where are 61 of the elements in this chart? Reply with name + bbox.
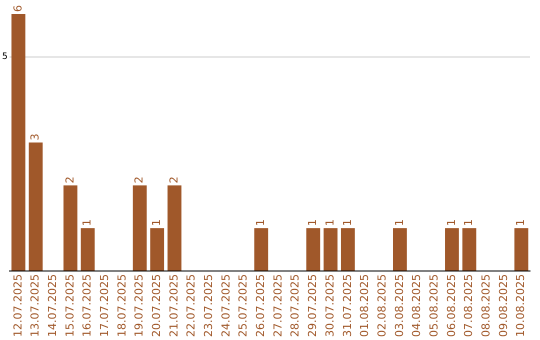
data-label: 1 bbox=[80, 219, 94, 226]
x-tick-label: 14.07.2025 bbox=[46, 274, 59, 338]
x-tick-label: 12.07.2025 bbox=[11, 274, 24, 338]
data-label: 1 bbox=[462, 219, 476, 226]
x-tick-label: 22.07.2025 bbox=[184, 274, 198, 338]
x-tick-label: 02.08.2025 bbox=[375, 274, 388, 338]
x-tick-label: 04.08.2025 bbox=[410, 274, 424, 338]
x-tick-label: 19.07.2025 bbox=[132, 274, 146, 338]
x-tick-label: 27.07.2025 bbox=[271, 274, 284, 338]
data-label: 1 bbox=[306, 219, 320, 226]
bar bbox=[132, 185, 147, 271]
x-tick-label: 17.07.2025 bbox=[98, 274, 111, 338]
x-tick-label: 20.07.2025 bbox=[150, 274, 163, 338]
data-label: 3 bbox=[28, 134, 42, 141]
x-tick-label: 28.07.2025 bbox=[288, 274, 302, 338]
x-tick-label: 05.08.2025 bbox=[427, 274, 440, 338]
bar bbox=[63, 185, 78, 271]
bar bbox=[445, 228, 459, 271]
x-tick-label: 13.07.2025 bbox=[28, 274, 42, 338]
data-label: 1 bbox=[392, 219, 406, 226]
x-tick-label: 09.08.2025 bbox=[496, 274, 510, 338]
x-tick-label: 07.08.2025 bbox=[462, 274, 476, 338]
x-tick-label: 24.07.2025 bbox=[219, 274, 232, 338]
data-label: 1 bbox=[340, 219, 354, 226]
x-tick-label: 31.07.2025 bbox=[340, 274, 354, 338]
bar bbox=[306, 228, 320, 271]
bar bbox=[462, 228, 476, 271]
bar bbox=[324, 228, 338, 271]
x-tick-label: 06.08.2025 bbox=[444, 274, 458, 338]
x-tick-label: 03.08.2025 bbox=[392, 274, 406, 338]
bar bbox=[254, 228, 268, 271]
x-tick-label: 15.07.2025 bbox=[63, 274, 76, 338]
bar bbox=[80, 228, 95, 271]
x-tick-label: 01.08.2025 bbox=[358, 274, 372, 338]
x-tick-label: 30.07.2025 bbox=[323, 274, 336, 338]
data-label: 1 bbox=[323, 219, 336, 226]
data-label: 1 bbox=[444, 219, 458, 226]
x-tick-label: 29.07.2025 bbox=[306, 274, 320, 338]
data-label: 1 bbox=[254, 219, 268, 226]
bar bbox=[11, 14, 26, 271]
x-tick-label: 18.07.2025 bbox=[115, 274, 128, 338]
x-tick-label: 10.08.2025 bbox=[514, 274, 528, 338]
data-label: 1 bbox=[514, 219, 528, 226]
data-label: 1 bbox=[150, 219, 163, 226]
data-label: 2 bbox=[63, 176, 76, 184]
bar bbox=[392, 228, 407, 271]
bar bbox=[340, 228, 355, 271]
x-tick-label: 21.07.2025 bbox=[167, 274, 180, 338]
y-tick-label: 5 bbox=[2, 52, 8, 62]
bar bbox=[168, 185, 182, 271]
data-label: 2 bbox=[167, 176, 180, 184]
data-label: 2 bbox=[132, 176, 146, 184]
x-tick-label: 25.07.2025 bbox=[236, 274, 250, 338]
bar bbox=[28, 142, 43, 271]
bar bbox=[514, 228, 528, 271]
x-tick-label: 16.07.2025 bbox=[80, 274, 94, 338]
x-tick-label: 26.07.2025 bbox=[254, 274, 268, 338]
x-tick-label: 08.08.2025 bbox=[480, 274, 493, 338]
bar bbox=[150, 228, 164, 271]
x-tick-label: 23.07.2025 bbox=[202, 274, 216, 338]
data-label: 6 bbox=[11, 5, 24, 12]
